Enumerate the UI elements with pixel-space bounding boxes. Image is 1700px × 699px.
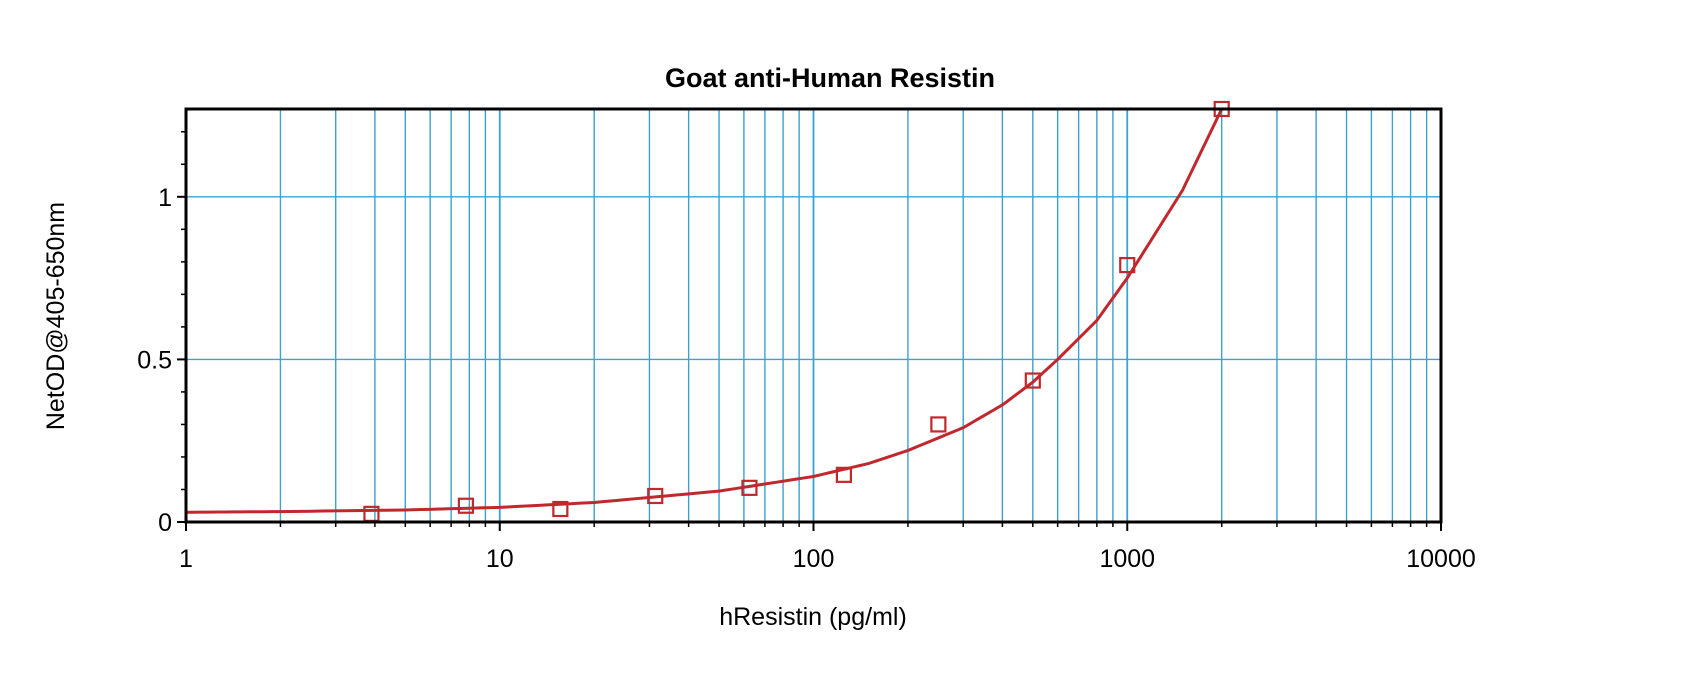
- x-tick-label: 1000: [1099, 545, 1155, 573]
- data-point: [552, 500, 569, 518]
- data-point: [741, 479, 758, 496]
- y-tick-label: 0.5: [137, 346, 172, 374]
- axis-ticks: 1 10 100 1000 10000 0 0.5 1: [137, 131, 1476, 573]
- data-point: [930, 416, 947, 433]
- x-axis-label: hResistin (pg/ml): [719, 603, 907, 631]
- data-point: [1119, 256, 1136, 274]
- fit-curve: [185, 108, 1224, 514]
- data-points: [363, 100, 1230, 522]
- y-axis-label: NetOD@405-650nm: [42, 202, 70, 430]
- x-tick-label: 100: [793, 545, 835, 573]
- y-tick-label: 1: [158, 184, 172, 212]
- plot-frame: [184, 107, 1443, 524]
- fit-curve-layer: [185, 108, 1224, 514]
- grid-lines: [186, 109, 1441, 522]
- data-point: [457, 497, 474, 514]
- data-point: [1024, 372, 1041, 389]
- y-tick-label: 0: [158, 509, 172, 537]
- chart-title: Goat anti-Human Resistin: [665, 63, 995, 93]
- data-point: [647, 487, 664, 505]
- x-tick-label: 1: [179, 545, 193, 573]
- x-tick-label: 10000: [1406, 545, 1476, 573]
- x-tick-label: 10: [486, 545, 514, 573]
- data-point: [835, 466, 853, 483]
